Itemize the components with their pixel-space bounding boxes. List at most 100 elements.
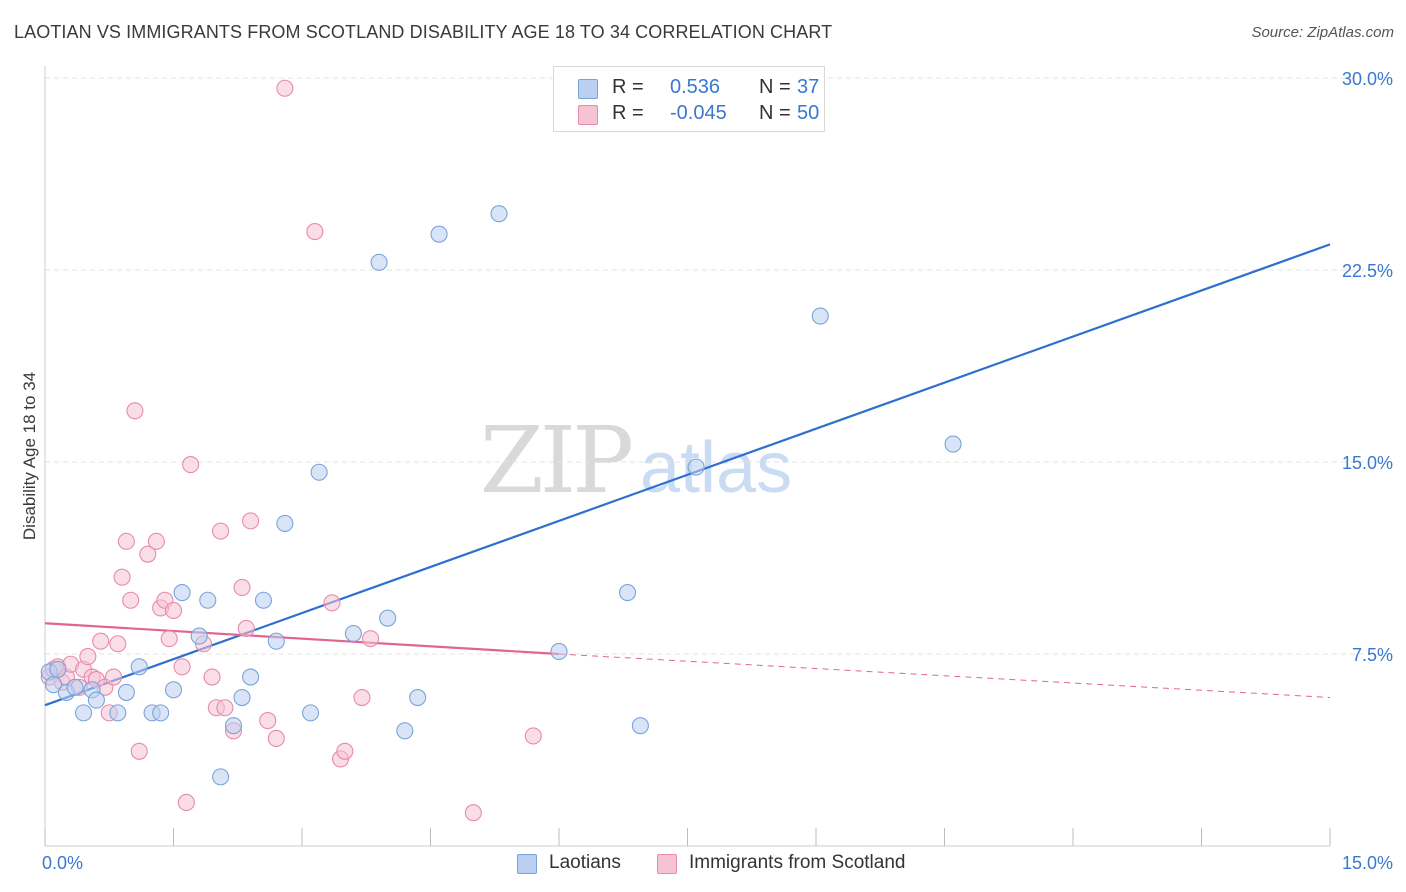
- laotian-point: [66, 678, 84, 696]
- laotians-legend-swatch: [517, 854, 537, 874]
- laotian-point: [396, 722, 414, 740]
- laotian-point: [379, 609, 397, 627]
- laotian-point: [302, 704, 320, 722]
- n-value: 50: [797, 102, 820, 124]
- scotland-trend-extension: [558, 653, 1331, 699]
- correlation-stats-box: R = 0.536 N = 37 R = -0.045 N = 50: [553, 66, 825, 132]
- laotian-point: [199, 591, 217, 609]
- scotland-point: [92, 632, 110, 650]
- scotland-point: [276, 79, 294, 97]
- axes: [44, 66, 1331, 847]
- legend-label: Laotians: [549, 852, 621, 873]
- laotian-point: [344, 624, 362, 643]
- scotland-swatch: [578, 105, 598, 125]
- y-tick-label: 30.0%: [1342, 69, 1393, 89]
- scotland-point: [147, 532, 165, 550]
- scotland-point: [173, 658, 191, 676]
- laotian-point: [254, 591, 273, 609]
- watermark: ZIP atlas: [480, 407, 792, 514]
- scotland-point: [242, 512, 260, 530]
- watermark-zip: ZIP: [480, 407, 631, 514]
- n-label: N =: [759, 102, 791, 124]
- laotian-point: [370, 253, 388, 271]
- data-points: [40, 79, 962, 822]
- scotland-point: [113, 568, 131, 586]
- scotland-point: [182, 456, 200, 474]
- laotian-point: [267, 632, 285, 650]
- laotian-point: [233, 688, 251, 707]
- scotland-point: [464, 804, 482, 822]
- laotian-point: [811, 307, 829, 325]
- y-tick-label: 15.0%: [1342, 453, 1393, 473]
- laotians-trend-line: [44, 243, 1331, 707]
- laotian-point: [117, 683, 135, 701]
- laotian-point: [618, 584, 637, 602]
- scotland-point: [122, 591, 140, 609]
- scotland-point: [216, 699, 234, 717]
- laotian-point: [173, 584, 191, 602]
- laotian-point: [276, 514, 294, 532]
- scotland-point: [267, 729, 285, 748]
- tick-labels: 7.5% 15.0% 22.5% 30.0% 0.0% 15.0%: [42, 69, 1393, 873]
- laotian-point: [49, 660, 67, 678]
- scotland-point: [109, 635, 127, 653]
- trendlines: [44, 243, 1331, 707]
- y-tick-label: 22.5%: [1342, 261, 1393, 281]
- laotian-point: [310, 463, 328, 481]
- r-value: 0.536: [670, 76, 721, 98]
- scotland-trend-line: [44, 622, 560, 656]
- y-axis-label: Disability Age 18 to 34: [20, 371, 39, 541]
- gridlines: [45, 77, 1392, 655]
- laotian-point: [224, 717, 243, 735]
- x-tick-label: 15.0%: [1342, 853, 1393, 873]
- laotian-point: [687, 458, 705, 476]
- scotland-point: [203, 668, 221, 686]
- r-label: R =: [612, 102, 644, 124]
- scotland-point: [160, 630, 178, 648]
- scotland-point: [233, 578, 251, 596]
- laotian-point: [631, 717, 649, 735]
- scotland-point: [212, 522, 230, 540]
- laotian-point: [152, 704, 170, 722]
- laotian-point: [490, 205, 508, 223]
- y-tick-label: 7.5%: [1352, 645, 1393, 665]
- scotland-point: [524, 727, 542, 745]
- scotland-point: [130, 742, 148, 760]
- scotland-point: [164, 601, 183, 620]
- laotian-point: [550, 642, 568, 660]
- r-label: R =: [612, 76, 644, 98]
- r-value: -0.045: [670, 102, 727, 124]
- laotian-point: [944, 435, 962, 453]
- scotland-point: [353, 688, 371, 707]
- scotland-point: [306, 223, 324, 241]
- scotland-point: [323, 594, 341, 612]
- scotland-point: [104, 668, 123, 686]
- scotland-point: [126, 402, 144, 420]
- laotian-point: [242, 668, 260, 686]
- laotian-point: [430, 225, 448, 243]
- scotland-point: [79, 648, 97, 666]
- scotland-legend-swatch: [657, 854, 677, 874]
- x-tick-label: 0.0%: [42, 853, 83, 873]
- laotian-point: [75, 704, 93, 722]
- scotland-point: [259, 712, 277, 730]
- watermark-atlas: atlas: [640, 428, 792, 508]
- scotland-point: [117, 532, 135, 550]
- laotians-swatch: [578, 79, 598, 99]
- laotian-point: [130, 658, 148, 676]
- scotland-point: [361, 630, 380, 648]
- scotland-point: [177, 793, 195, 812]
- laotian-point: [212, 768, 230, 786]
- laotian-point: [164, 681, 183, 699]
- chart-title: LAOTIAN VS IMMIGRANTS FROM SCOTLAND DISA…: [14, 22, 833, 42]
- laotian-point: [190, 627, 208, 645]
- legend-label: Immigrants from Scotland: [689, 852, 906, 873]
- n-value: 37: [797, 76, 820, 98]
- source-label: Source: ZipAtlas.com: [1251, 24, 1394, 41]
- n-label: N =: [759, 76, 791, 98]
- laotian-point: [409, 688, 427, 707]
- laotian-point: [87, 691, 105, 709]
- scotland-point: [139, 545, 157, 563]
- laotian-point: [109, 704, 127, 722]
